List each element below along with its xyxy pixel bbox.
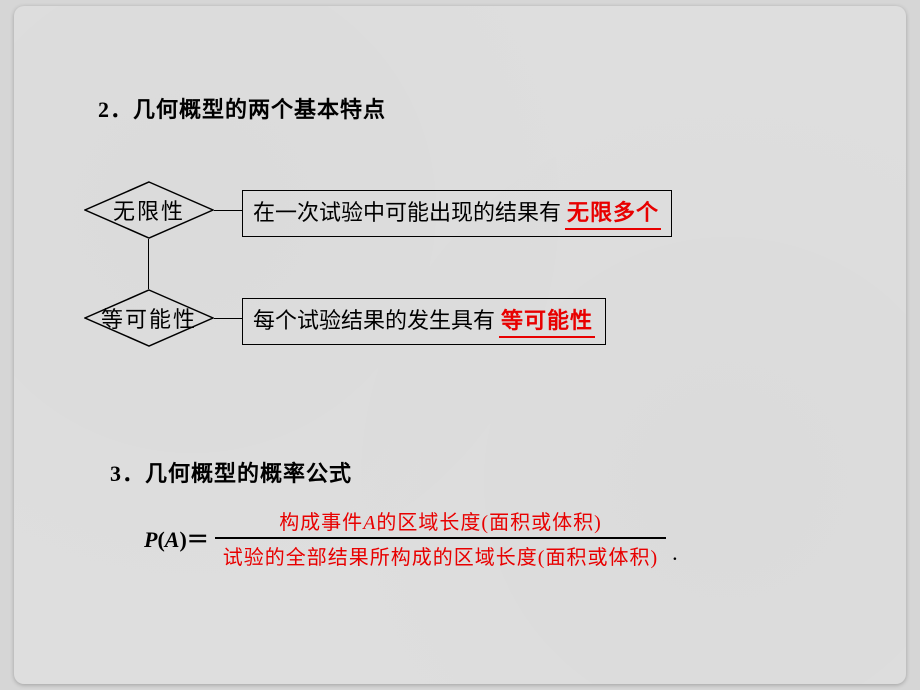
section-3-heading: 3．几何概型的概率公式 — [110, 456, 352, 488]
formula-fraction: 构成事件A的区域长度(面积或体积) 试验的全部结果所构成的区域长度(面积或体积) — [215, 506, 666, 570]
formula-open-paren: ( — [157, 527, 164, 552]
desc-box-2: 每个试验结果的发生具有 等可能性 — [242, 298, 606, 345]
formula-close-eq: )＝ — [179, 527, 208, 552]
diamond-1-label: 无限性 — [84, 181, 214, 239]
diamond-1: 无限性 — [84, 181, 214, 239]
numerator-post: 的区域长度(面积或体积) — [376, 512, 601, 534]
diamond-2: 等可能性 — [84, 289, 214, 347]
desc-1-blank: 无限多个 — [565, 195, 661, 230]
section-2-heading: 2．几何概型的两个基本特点 — [98, 92, 386, 124]
formula-denominator: 试验的全部结果所构成的区域长度(面积或体积) — [215, 541, 666, 570]
formula-P: P — [144, 527, 157, 552]
formula-A: A — [165, 527, 180, 552]
numerator-pre: 构成事件 — [279, 512, 363, 534]
diamond-2-label: 等可能性 — [84, 289, 214, 347]
desc-box-1: 在一次试验中可能出现的结果有 无限多个 — [242, 190, 672, 237]
fraction-bar — [215, 537, 666, 539]
slide-page: 2．几何概型的两个基本特点 无限性 在一次试验中可能出现的结果有 无限多个 等可… — [14, 6, 906, 684]
numerator-A: A — [363, 512, 376, 534]
formula-period: . — [672, 540, 678, 570]
connector-h-2 — [214, 318, 242, 319]
probability-formula: P(A)＝ 构成事件A的区域长度(面积或体积) 试验的全部结果所构成的区域长度(… — [144, 506, 678, 570]
desc-2-prefix: 每个试验结果的发生具有 — [253, 303, 495, 335]
connector-h-1 — [214, 210, 242, 211]
formula-numerator: 构成事件A的区域长度(面积或体积) — [215, 506, 666, 535]
connector-v — [148, 239, 149, 289]
desc-1-prefix: 在一次试验中可能出现的结果有 — [253, 195, 561, 227]
desc-2-blank: 等可能性 — [499, 303, 595, 338]
formula-lhs: P(A)＝ — [144, 522, 209, 554]
